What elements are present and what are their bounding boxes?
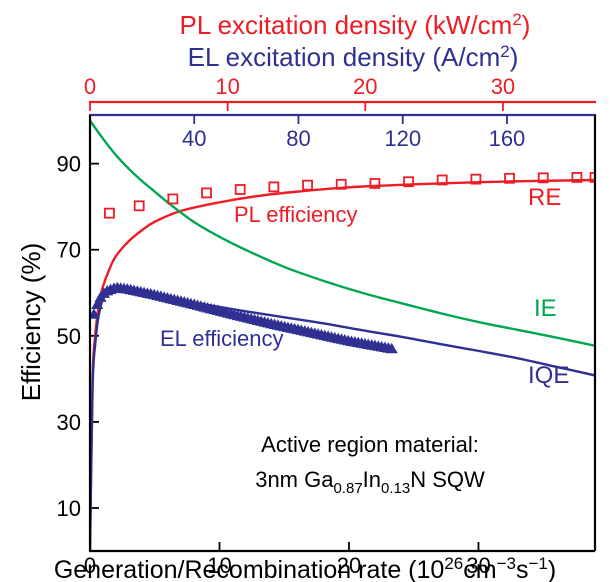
y-tick-label-3: 70 xyxy=(57,238,81,263)
pl-efficiency-point-10 xyxy=(436,174,448,186)
el-efficiency-label: EL efficiency xyxy=(160,326,284,351)
x-axis-title: Generation/Recombination rate (1026cm−3s… xyxy=(54,554,556,582)
y-tick-label-2: 50 xyxy=(57,324,81,349)
x-tick-label-2: 20 xyxy=(337,553,361,578)
pl-efficiency-point-15 xyxy=(589,172,595,183)
pl-efficiency-point-12 xyxy=(504,172,515,184)
iqe-label: IQE xyxy=(528,362,569,389)
y-tick-label-1: 30 xyxy=(57,410,81,435)
x-tick-label-3: 30 xyxy=(466,553,490,578)
pl-efficiency-point-3 xyxy=(201,187,212,199)
pl-efficiency-point-6 xyxy=(302,179,313,191)
pl-efficiency-point-11 xyxy=(470,173,482,185)
el-efficiency-point-0 xyxy=(90,308,100,319)
pl-tick-label-1: 10 xyxy=(215,74,239,99)
pl-axis-title: PL excitation density (kW/cm2) xyxy=(180,10,531,40)
pl-efficiency-point-8 xyxy=(369,178,381,189)
x-axis: 0 10 20 30 xyxy=(84,542,491,578)
el-tick-label-3: 160 xyxy=(489,126,526,151)
el-tick-label-1: 80 xyxy=(286,126,310,151)
re-label: RE xyxy=(528,184,561,211)
el-efficiency-point-89 xyxy=(385,342,398,354)
el-tick-label-0: 40 xyxy=(182,126,206,151)
y-axis-title: Efficiency (%) xyxy=(16,243,46,401)
pl-top-axis: 0 10 20 30 xyxy=(84,74,596,111)
el-axis-title: EL excitation density (A/cm2) xyxy=(188,42,519,72)
pl-efficiency-point-9 xyxy=(403,176,414,188)
el-tick-label-2: 120 xyxy=(384,126,421,151)
pl-tick-label-3: 30 xyxy=(491,74,515,99)
pl-efficiency-point-1 xyxy=(133,200,145,212)
el-top-axis: 40 80 120 160 xyxy=(89,113,596,151)
material-line2: 3nm Ga0.87In0.13N SQW xyxy=(255,467,485,497)
x-tick-label-1: 10 xyxy=(207,553,231,578)
pl-efficiency-label: PL efficiency xyxy=(234,202,358,227)
pl-tick-label-0: 0 xyxy=(84,74,96,99)
el-efficiency-point-1 xyxy=(91,298,104,310)
material-line1: Active region material: xyxy=(261,432,479,457)
pl-efficiency-point-14 xyxy=(571,172,583,183)
series-ie-line xyxy=(90,119,595,347)
y-tick-label-0: 10 xyxy=(57,496,81,521)
pl-tick-label-2: 20 xyxy=(353,74,377,99)
pl-efficiency-point-0 xyxy=(104,207,115,219)
ie-label: IE xyxy=(534,295,557,322)
y-axis: 10 30 50 70 90 xyxy=(57,152,99,521)
x-tick-label-0: 0 xyxy=(84,553,96,578)
pl-efficiency-point-7 xyxy=(335,178,347,190)
y-tick-label-4: 90 xyxy=(57,152,81,177)
pl-efficiency-point-2 xyxy=(167,193,179,205)
pl-efficiency-point-5 xyxy=(268,181,280,193)
pl-efficiency-point-4 xyxy=(234,184,246,195)
pl-efficiency-point-13 xyxy=(537,172,549,184)
series-layer xyxy=(90,119,595,551)
